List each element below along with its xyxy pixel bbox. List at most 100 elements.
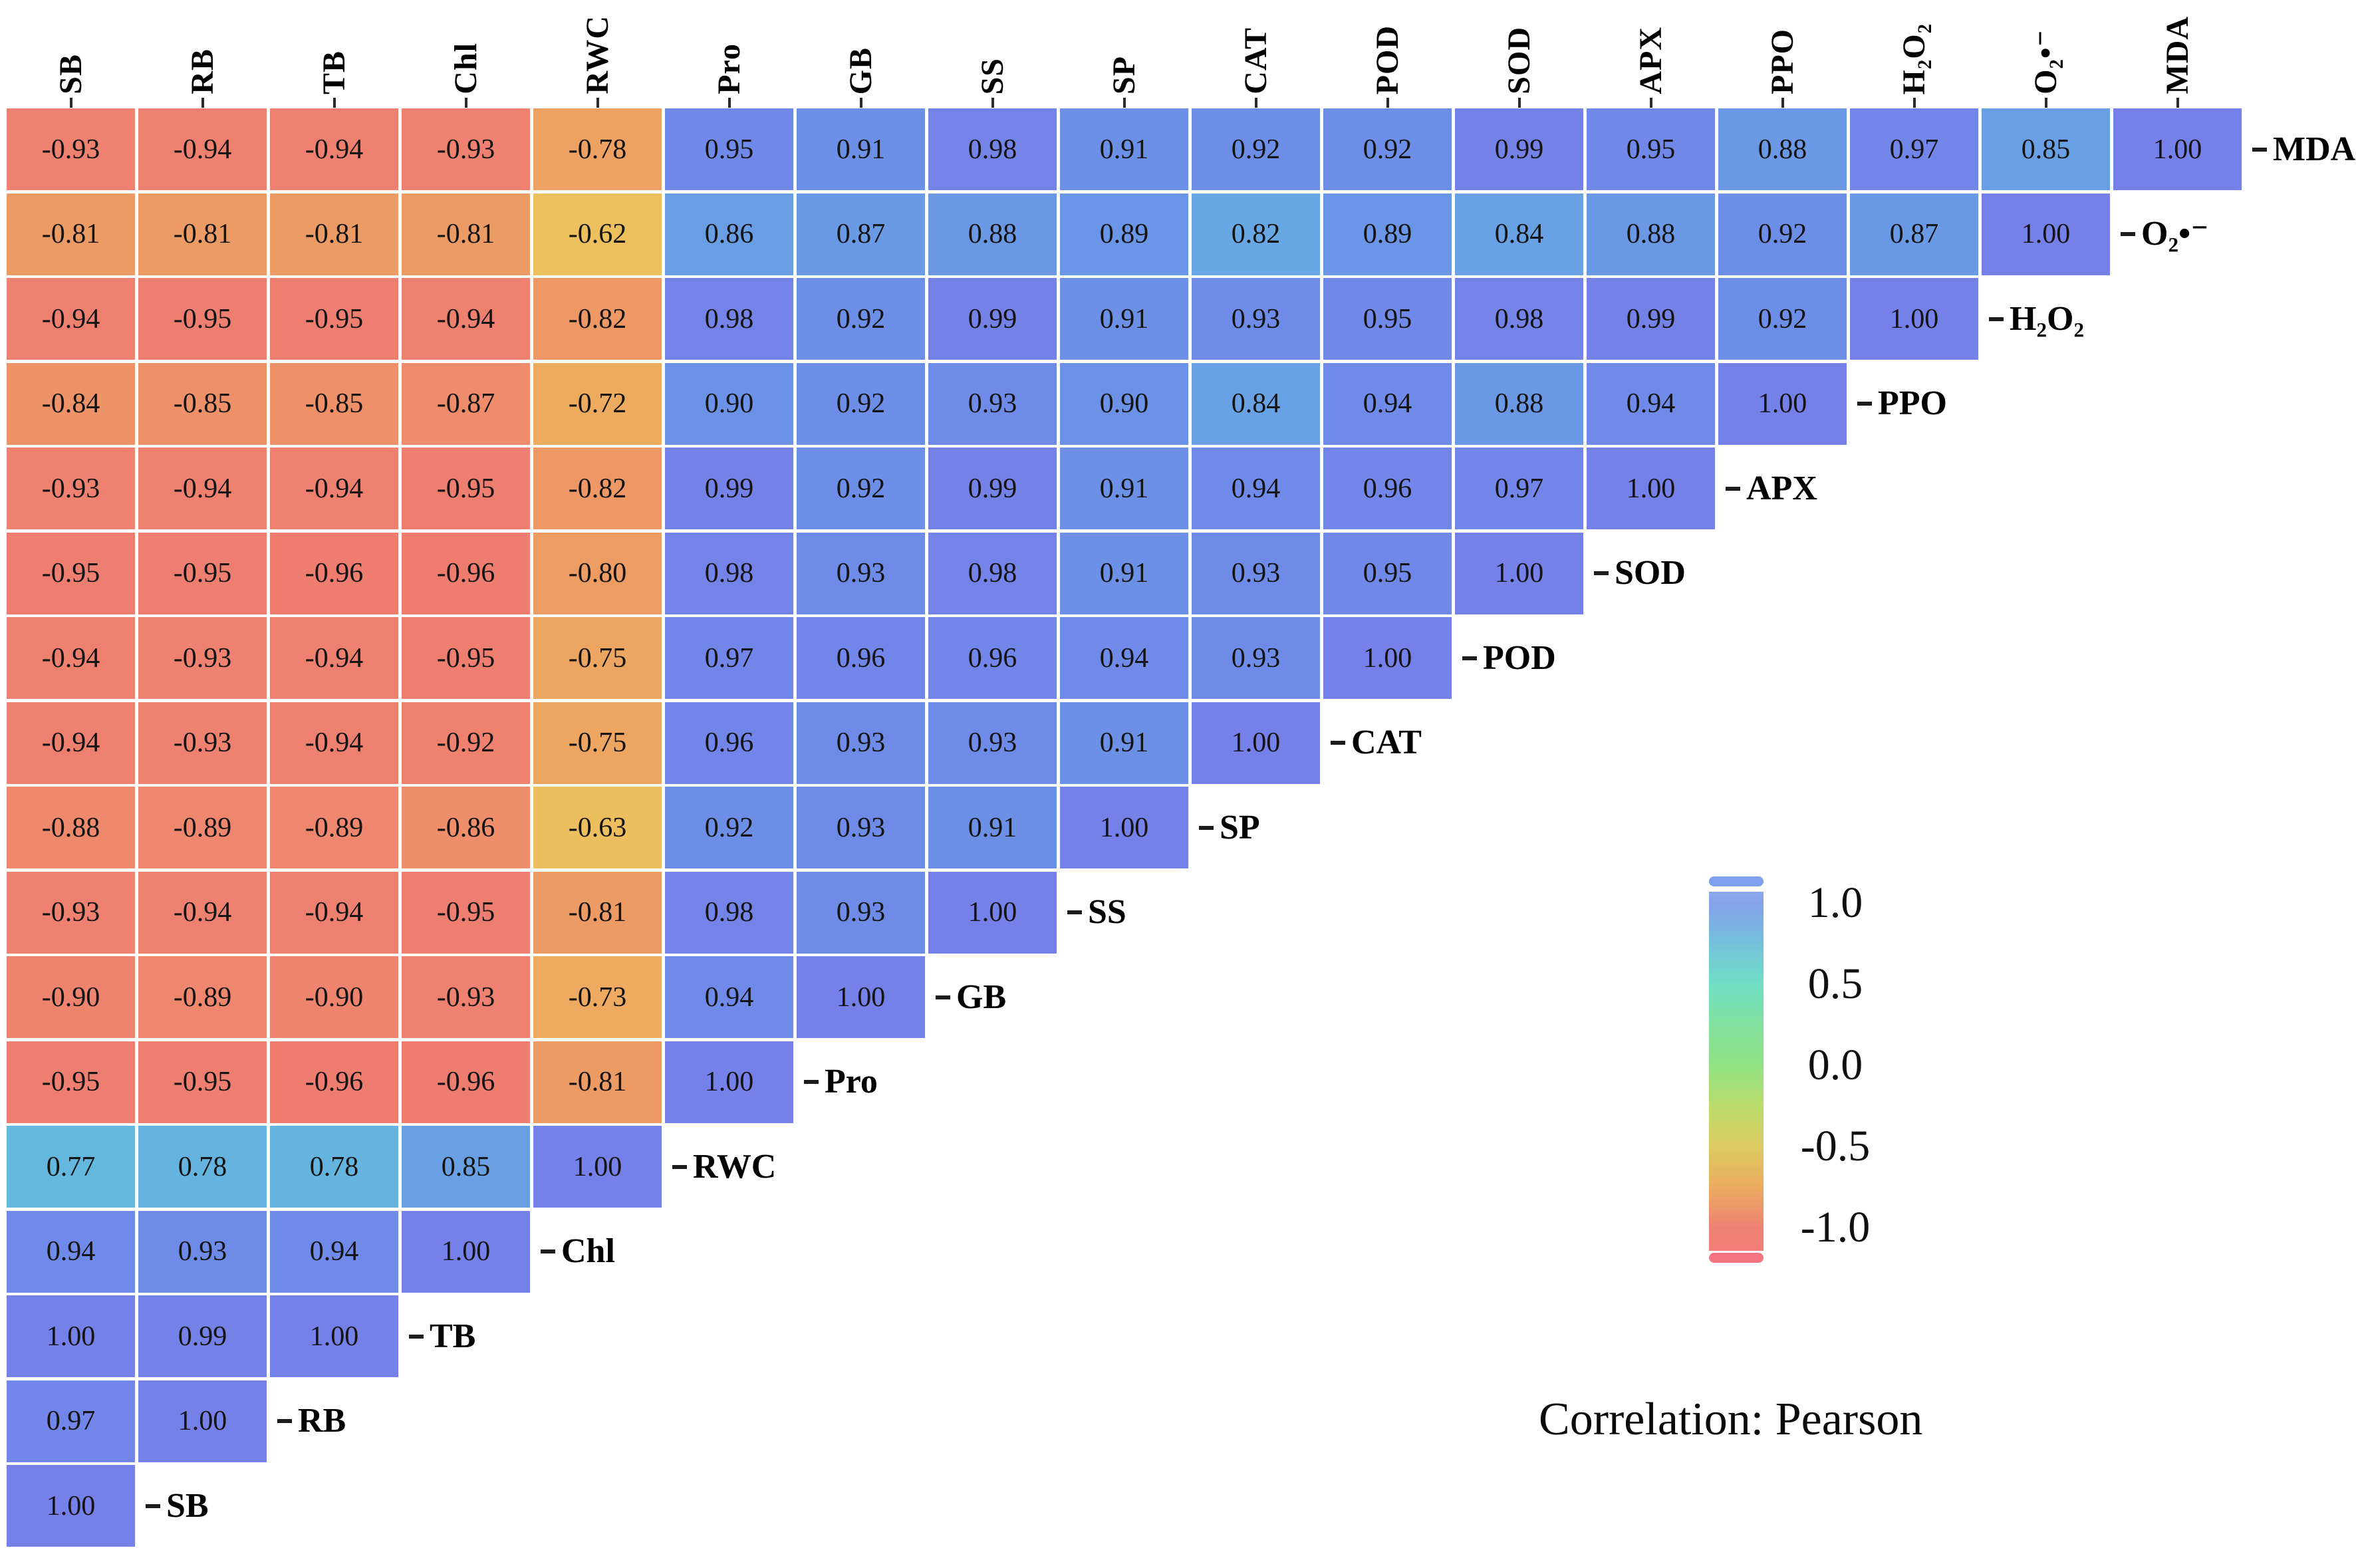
- heatmap-cell: 0.91: [1060, 532, 1188, 614]
- heatmap-cell: 0.98: [928, 108, 1057, 190]
- heatmap-cell: -0.85: [138, 362, 267, 445]
- heatmap-cell: 0.93: [928, 362, 1057, 445]
- heatmap-cell: -0.92: [402, 702, 530, 784]
- column-header-label: SOD: [1501, 27, 1537, 94]
- row-label-text: GB: [956, 978, 1007, 1016]
- heatmap-cell: 0.94: [1587, 362, 1715, 445]
- row-label: MDA: [2252, 132, 2355, 167]
- heatmap-cell: 0.93: [797, 787, 925, 868]
- heatmap-cell: 1.00: [797, 956, 925, 1038]
- heatmap-cell: -0.94: [270, 448, 398, 529]
- heatmap-cell: 1.00: [533, 1126, 662, 1208]
- heatmap-cell: 1.00: [1323, 617, 1452, 699]
- row-label: TB: [409, 1319, 475, 1354]
- heatmap-cell: 0.99: [1587, 278, 1715, 360]
- column-header: O₂•⁻: [1982, 0, 2110, 94]
- column-header-label: APX: [1633, 27, 1668, 94]
- column-header: RWC: [533, 0, 662, 94]
- column-axis-tick: [201, 98, 204, 108]
- column-header-label: PPO: [1764, 29, 1800, 94]
- heatmap-cell: 0.94: [1060, 617, 1188, 699]
- heatmap-cell: 0.82: [1192, 193, 1320, 275]
- heatmap-cell: 0.92: [1718, 193, 1847, 275]
- heatmap-cell: 0.92: [1323, 108, 1452, 190]
- heatmap-cell: 1.00: [1850, 278, 1978, 360]
- heatmap-cell: 0.98: [665, 871, 793, 954]
- heatmap-cell: -0.73: [533, 956, 662, 1038]
- heatmap-cell: 0.94: [7, 1210, 135, 1293]
- legend-tick-label: 0.5: [1807, 960, 1863, 1008]
- heatmap-cell: -0.93: [7, 871, 135, 954]
- heatmap-cell: 0.89: [1060, 193, 1188, 275]
- legend-tick-label: 0.0: [1807, 1041, 1863, 1089]
- column-axis-tick: [859, 98, 862, 108]
- heatmap-cell: -0.96: [270, 1041, 398, 1123]
- column-axis-tick: [1122, 98, 1126, 108]
- heatmap-cell: -0.81: [138, 193, 267, 275]
- heatmap-cell: -0.94: [7, 702, 135, 784]
- heatmap-cell: -0.95: [138, 1041, 267, 1123]
- heatmap-cell: 0.91: [797, 108, 925, 190]
- heatmap-cell: 1.00: [1982, 193, 2110, 275]
- column-axis-tick: [1254, 98, 1257, 108]
- row-label-text: O₂•⁻: [2141, 215, 2209, 253]
- heatmap-cell: 0.92: [1192, 108, 1320, 190]
- column-header-label: Pro: [711, 43, 747, 94]
- heatmap-cell: -0.88: [7, 787, 135, 868]
- row-axis-tick: [1067, 910, 1082, 914]
- heatmap-cell: -0.93: [138, 702, 267, 784]
- row-label-text: PPO: [1878, 384, 1947, 422]
- column-header-label: SP: [1106, 55, 1142, 94]
- column-header-label: TB: [316, 50, 352, 94]
- column-header-label: POD: [1369, 25, 1405, 94]
- heatmap-cell: -0.93: [7, 448, 135, 529]
- heatmap-cell: 0.86: [665, 193, 793, 275]
- heatmap-cell: 0.85: [1982, 108, 2110, 190]
- heatmap-cell: 0.95: [1587, 108, 1715, 190]
- heatmap-cell: -0.95: [138, 532, 267, 614]
- heatmap-cell: 0.92: [797, 448, 925, 529]
- column-header: MDA: [2113, 0, 2242, 94]
- legend-gradient-bar: [1709, 892, 1764, 1251]
- heatmap-cell: 0.99: [928, 448, 1057, 529]
- row-axis-tick: [541, 1249, 555, 1253]
- row-label-text: RB: [298, 1402, 346, 1440]
- heatmap-cell: -0.86: [402, 787, 530, 868]
- heatmap-cell: 0.95: [1323, 532, 1452, 614]
- row-label: H₂O₂: [1989, 301, 2084, 336]
- row-label: RB: [277, 1404, 346, 1438]
- heatmap-cell: 0.88: [1455, 362, 1583, 445]
- column-header: CAT: [1192, 0, 1320, 94]
- row-label: SOD: [1594, 556, 1686, 590]
- row-label-text: SB: [166, 1486, 209, 1525]
- row-label: PPO: [1857, 386, 1947, 421]
- heatmap-cell: 0.93: [797, 871, 925, 954]
- heatmap-cell: 1.00: [7, 1465, 135, 1547]
- legend-tick-label: -0.5: [1800, 1122, 1871, 1170]
- legend-cap-bottom: [1709, 1253, 1764, 1263]
- heatmap-cell: 0.98: [928, 532, 1057, 614]
- column-axis-tick: [1649, 98, 1652, 108]
- heatmap-cell: 1.00: [928, 871, 1057, 954]
- column-axis-tick: [1912, 98, 1916, 108]
- column-axis-tick: [1386, 98, 1389, 108]
- heatmap-cell: -0.82: [533, 278, 662, 360]
- row-axis-tick: [1199, 825, 1214, 830]
- heatmap-cell: 0.95: [1323, 278, 1452, 360]
- heatmap-cell: -0.95: [7, 532, 135, 614]
- row-label: Pro: [804, 1065, 878, 1099]
- heatmap-cell: 1.00: [1718, 362, 1847, 445]
- column-header: Chl: [402, 0, 530, 94]
- row-label: SB: [146, 1486, 209, 1525]
- heatmap-cell: 0.93: [1192, 532, 1320, 614]
- heatmap-cell: -0.90: [7, 956, 135, 1038]
- column-header: PPO: [1718, 0, 1847, 94]
- heatmap-cell: 0.99: [665, 448, 793, 529]
- row-label-text: SOD: [1615, 554, 1686, 592]
- heatmap-cell: 0.92: [797, 278, 925, 360]
- heatmap-cell: -0.94: [138, 448, 267, 529]
- heatmap-cell: -0.95: [270, 278, 398, 360]
- row-label: GB: [936, 980, 1006, 1015]
- heatmap-cell: -0.94: [270, 617, 398, 699]
- heatmap-cell: -0.62: [533, 193, 662, 275]
